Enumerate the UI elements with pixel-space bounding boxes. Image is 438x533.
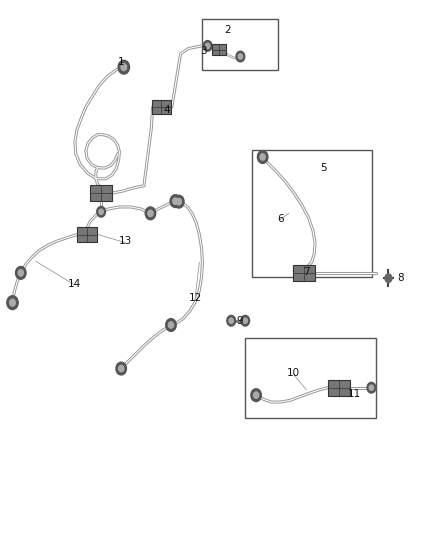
Bar [245,338,376,418]
Text: 10: 10 [286,368,300,378]
Circle shape [176,198,181,205]
Circle shape [251,389,261,401]
Circle shape [369,385,374,390]
Text: 11: 11 [348,389,361,399]
Text: 7: 7 [303,267,310,277]
Text: 14: 14 [68,279,81,288]
Circle shape [238,54,243,59]
FancyBboxPatch shape [77,227,97,242]
Circle shape [168,322,173,328]
Circle shape [118,60,130,74]
Circle shape [173,195,184,208]
Bar [252,150,372,277]
Text: 13: 13 [119,236,132,246]
Circle shape [205,43,210,49]
Circle shape [241,316,250,326]
Text: 9: 9 [237,316,243,326]
Circle shape [367,382,376,393]
Text: 4: 4 [163,104,170,115]
FancyBboxPatch shape [152,100,171,114]
Text: 3: 3 [201,46,207,56]
Circle shape [166,319,176,332]
FancyBboxPatch shape [293,265,315,281]
Circle shape [236,51,245,62]
Circle shape [243,318,247,324]
Circle shape [227,316,236,326]
Text: 12: 12 [188,293,201,303]
Circle shape [7,296,18,310]
Circle shape [119,366,124,372]
Circle shape [116,362,127,375]
Circle shape [260,154,265,160]
Text: 5: 5 [321,163,327,173]
Circle shape [18,270,23,276]
Circle shape [229,318,233,324]
Text: 6: 6 [277,214,283,224]
Circle shape [203,41,212,51]
Circle shape [145,207,155,220]
Circle shape [99,209,103,214]
FancyBboxPatch shape [90,185,113,201]
Text: 8: 8 [397,273,403,283]
Circle shape [121,63,127,70]
Text: 1: 1 [117,57,124,67]
FancyBboxPatch shape [328,379,350,395]
Circle shape [385,274,392,282]
Circle shape [15,266,26,279]
Circle shape [97,206,106,217]
Bar [201,19,278,70]
FancyBboxPatch shape [212,44,226,55]
Circle shape [173,198,178,204]
Circle shape [258,151,268,164]
Circle shape [254,392,259,398]
Circle shape [148,210,153,216]
Text: 2: 2 [224,25,231,35]
Circle shape [10,299,15,306]
Circle shape [170,195,180,207]
